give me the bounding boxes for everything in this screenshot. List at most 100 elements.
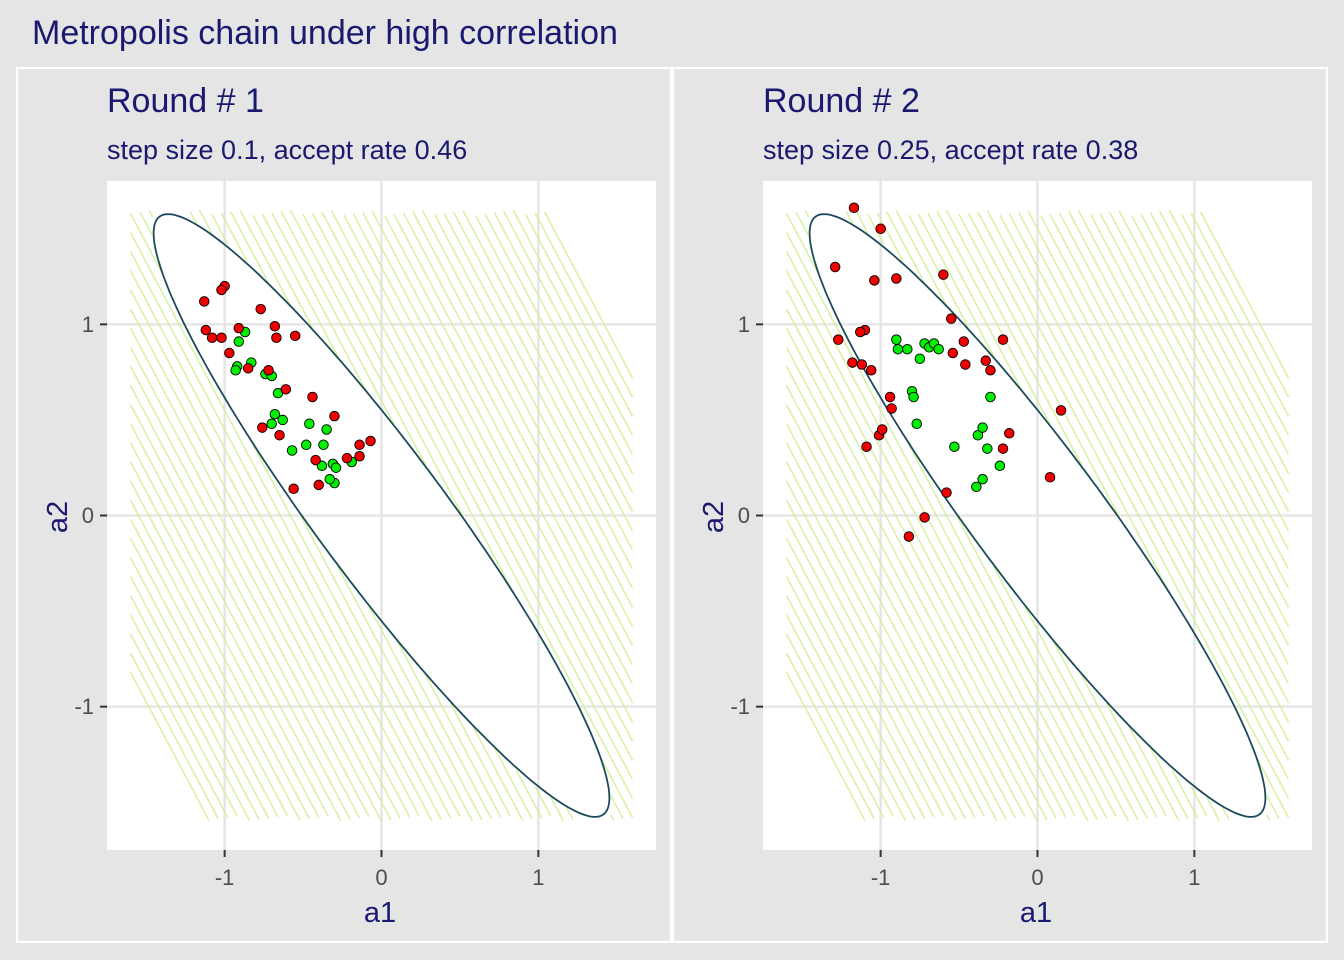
panel-1-point-rejected xyxy=(354,439,365,451)
panel-1-hatch-line xyxy=(129,538,279,818)
panel-2-point-rejected xyxy=(847,357,858,368)
panel-2-point-accepted xyxy=(977,422,988,433)
panel-1-hatch-line xyxy=(129,614,238,817)
panel-1-hatch-line xyxy=(271,212,367,391)
panel-1-point-rejected xyxy=(242,363,254,374)
panel-1-point-accepted xyxy=(324,473,335,485)
panel-1-point-rejected xyxy=(274,429,285,441)
panel-1-hatch-line xyxy=(129,251,433,821)
panel-2-hatch-line xyxy=(785,595,907,822)
panel-2-hatch-line xyxy=(1140,213,1290,493)
panel-1-hatch-line xyxy=(321,211,634,799)
panel-2-point-rejected xyxy=(884,391,896,403)
panel-2-hatch-line xyxy=(1105,702,1167,817)
panel-1-hatch-line xyxy=(289,209,427,466)
panel-1-hatch-line xyxy=(371,210,634,704)
panel-2-point-accepted xyxy=(891,334,902,345)
panel-1-point-rejected xyxy=(199,296,210,307)
panel-1-x-tick-label: -1 xyxy=(215,865,235,890)
panel-1-contour xyxy=(152,213,611,818)
panel-2-hatch-line xyxy=(785,346,1039,822)
panel-1-hatch-line xyxy=(512,209,634,436)
panel-2-ellipse xyxy=(808,213,1267,818)
panel-2-x-tick-label: 1 xyxy=(1188,865,1200,890)
panel-1-point-rejected xyxy=(307,391,318,403)
panel-1-hatch-line xyxy=(261,213,339,357)
panel-1-hatch-line xyxy=(462,210,634,532)
panel-2-point-rejected xyxy=(886,403,897,414)
panel-2-point-rejected xyxy=(903,531,915,542)
panel-2-hatch-line xyxy=(1080,674,1158,818)
panel-2-hatch-line xyxy=(1039,215,1290,685)
panel-2-hatch-line xyxy=(917,213,995,357)
panel-1-hatch-line xyxy=(139,211,154,237)
panel-1-point-accepted xyxy=(266,418,277,430)
panel-2-point-rejected xyxy=(919,512,930,523)
panel-2-hatch-line xyxy=(945,209,1083,466)
panel-1-hatch-line xyxy=(129,461,320,818)
panel-1-hatch-line xyxy=(129,366,370,818)
panel-1-hatch-line xyxy=(129,480,310,820)
panel-2-point-rejected xyxy=(833,334,844,345)
panel-1-ellipse xyxy=(152,213,611,818)
panel-2-hatch-line xyxy=(927,212,1023,391)
panel-2-hatch-line xyxy=(1024,606,1139,821)
panel-1-hatch-line xyxy=(368,606,483,821)
panel-2-x-tick-label: 0 xyxy=(1031,865,1043,890)
panel-1-hatch-line xyxy=(129,518,289,816)
panel-2-hatch-line xyxy=(785,480,966,820)
panel-2-point-accepted xyxy=(985,391,996,403)
panel-1-hatch-line xyxy=(129,308,401,820)
panel-2-point-rejected xyxy=(985,364,996,376)
panel-1-point-accepted xyxy=(300,439,312,451)
panel-1-point-rejected xyxy=(200,324,212,336)
panel-2-hatch-line xyxy=(1190,786,1208,817)
panel-1-hatch-line xyxy=(129,404,351,820)
panel-2-point-rejected xyxy=(1055,405,1067,416)
panel-1-hatch-line xyxy=(412,211,634,627)
panel-1-subtitle: step size 0.1, accept rate 0.46 xyxy=(107,135,467,165)
panel-2-point-accepted xyxy=(971,481,982,493)
panel-1-point-rejected xyxy=(257,422,268,433)
panel-1-x-tick-label: 1 xyxy=(532,865,544,890)
panel-2-point-rejected xyxy=(945,313,957,324)
panel-2-hatch-line xyxy=(1149,747,1189,820)
panel-2-hatch-line xyxy=(1149,212,1290,474)
panel-1-points xyxy=(199,280,376,494)
panel-2-y-axis-label: a2 xyxy=(698,501,730,533)
panel-1-hatch-line xyxy=(393,213,634,665)
panel-1: Round # 1 step size 0.1, accept rate 0.4… xyxy=(16,67,672,943)
panel-1-y-tick-label: -1 xyxy=(74,694,94,719)
panel-2-hatch-line xyxy=(785,423,998,822)
panel-1-hatch-line xyxy=(503,211,634,455)
panel-2-point-rejected xyxy=(891,273,902,284)
panel-1-point-rejected xyxy=(263,364,274,376)
panel-2-hatch-line xyxy=(1171,769,1199,819)
panel-1-point-rejected xyxy=(341,452,353,464)
panel-2-hatch-line xyxy=(785,461,976,818)
panel-1-hatch-line xyxy=(129,442,329,817)
panel-2-point-rejected xyxy=(1044,472,1056,483)
panel-1-point-rejected xyxy=(216,332,227,343)
panel-1-hatch-line xyxy=(129,289,411,818)
panel-2-point-rejected xyxy=(829,261,841,273)
panel-2-hatch-line xyxy=(785,385,1017,819)
panel-1-point-accepted xyxy=(330,462,342,473)
panel-2-hatch-line xyxy=(1168,209,1290,436)
panel-1-ticks: -1 0 1 -1 0 1 xyxy=(74,312,544,890)
panel-1-point-rejected xyxy=(280,384,292,395)
panel-2-hatch-line xyxy=(785,289,1067,818)
panel-2-point-rejected xyxy=(980,355,991,366)
panel-1-hatch-line xyxy=(471,725,524,821)
panel-1-point-rejected xyxy=(289,330,301,342)
panel-1-hatch-line xyxy=(434,214,634,589)
panel-1-point-rejected xyxy=(288,483,299,494)
panel-2-hatch-line xyxy=(785,327,1048,821)
panel-2-point-rejected xyxy=(1004,428,1015,439)
panel-1-hatch-line xyxy=(525,214,634,417)
panel-2-point-rejected xyxy=(875,223,886,235)
panel-1-hatch-line xyxy=(600,757,634,818)
panel-2-point-accepted xyxy=(949,441,960,452)
panel-2-point-accepted xyxy=(994,460,1006,472)
panel-1-hatch-line xyxy=(129,671,210,821)
